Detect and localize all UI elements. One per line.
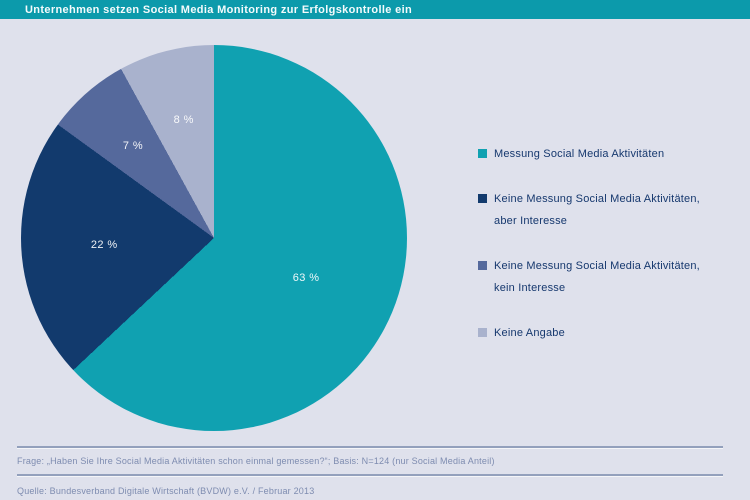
legend-item: Keine Messung Social Media Aktivitäten, k… bbox=[478, 255, 740, 299]
source-note: Quelle: Bundesverband Digitale Wirtschaf… bbox=[17, 486, 315, 496]
pie-chart: 63 % 22 % 7 % 8 % bbox=[21, 45, 407, 431]
survey-question-note: Frage: „Haben Sie Ihre Social Media Akti… bbox=[17, 456, 495, 466]
legend-item-label-line: Keine Messung Social Media Aktivitäten, bbox=[494, 260, 700, 272]
legend-item-label-line: Keine Messung Social Media Aktivitäten, bbox=[494, 193, 700, 205]
pie-slice-label: 7 % bbox=[122, 140, 144, 153]
divider-line-bottom bbox=[17, 474, 723, 476]
legend-item-label: Keine Messung Social Media Aktivitäten, a… bbox=[494, 188, 700, 232]
pie-slice-label: 22 % bbox=[90, 238, 118, 251]
pie-slice-label: 63 % bbox=[292, 271, 320, 284]
legend-swatch-icon bbox=[478, 149, 487, 158]
legend-swatch-icon bbox=[478, 261, 487, 270]
legend-item-label-line: kein Interesse bbox=[494, 282, 566, 294]
legend-swatch-icon bbox=[478, 194, 487, 203]
legend-item-label: Keine Angabe bbox=[494, 322, 565, 344]
legend-item: Keine Angabe bbox=[478, 322, 740, 344]
legend: Messung Social Media Aktivitäten Keine Me… bbox=[478, 143, 740, 367]
legend-item-label-line: aber Interesse bbox=[494, 215, 568, 227]
legend-item-label: Messung Social Media Aktivitäten bbox=[494, 143, 664, 165]
divider-line-top bbox=[17, 446, 723, 448]
title-bar: Unternehmen setzen Social Media Monitori… bbox=[0, 0, 750, 19]
legend-item-label-line: Messung Social Media Aktivitäten bbox=[494, 148, 665, 160]
legend-item-label: Keine Messung Social Media Aktivitäten, k… bbox=[494, 255, 700, 299]
legend-item-label-line: Keine Angabe bbox=[494, 327, 565, 339]
page-title: Unternehmen setzen Social Media Monitori… bbox=[25, 3, 413, 16]
pie-slice-label: 8 % bbox=[173, 114, 194, 127]
legend-item: Keine Messung Social Media Aktivitäten, a… bbox=[478, 188, 740, 232]
legend-swatch-icon bbox=[478, 328, 487, 337]
legend-item: Messung Social Media Aktivitäten bbox=[478, 143, 740, 165]
